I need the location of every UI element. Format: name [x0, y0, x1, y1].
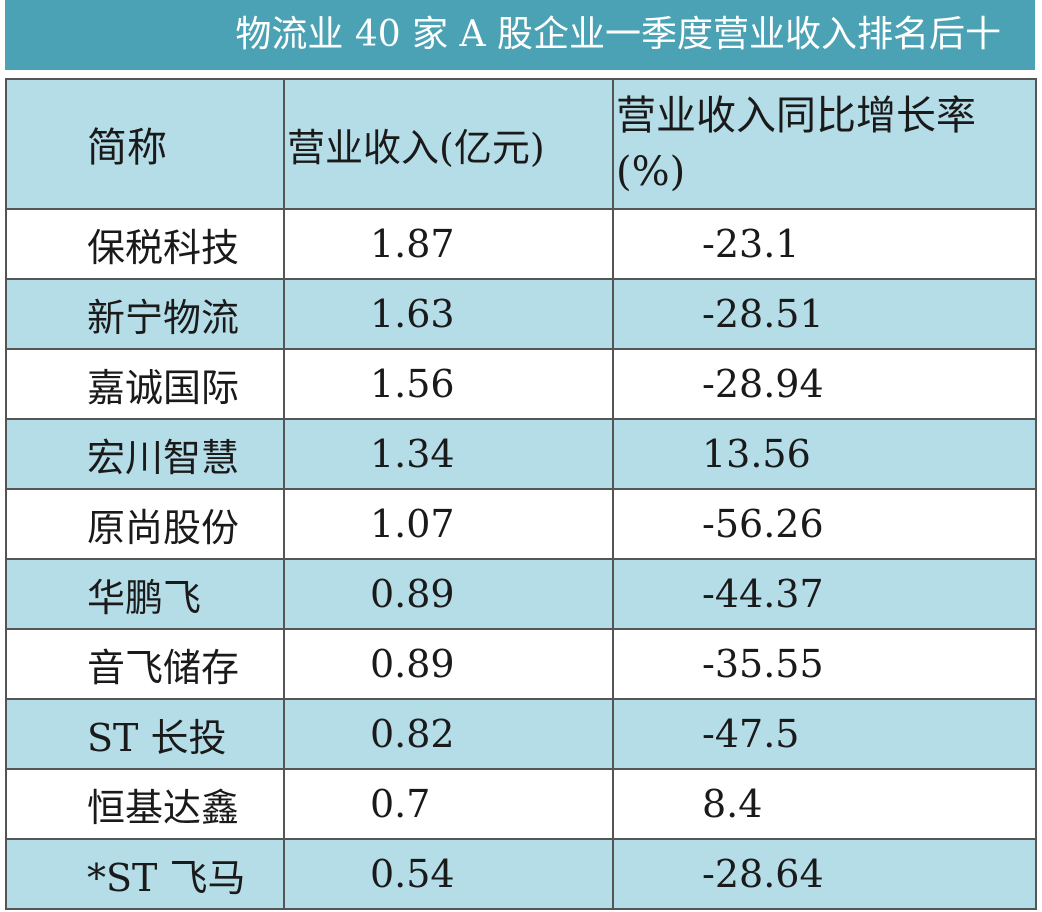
data-row: *ST 飞马 0.54 -28.64: [5, 838, 1037, 910]
data-row: 原尚股份 1.07 -56.26: [5, 488, 1037, 560]
data-row: ST 长投 0.82 -47.5: [5, 698, 1037, 770]
cell: -35.55: [612, 628, 1037, 700]
cell: 华鹏飞: [5, 558, 285, 630]
cell: 0.89: [283, 558, 614, 630]
cell: -28.64: [612, 838, 1037, 910]
header-text: 简称: [87, 125, 167, 171]
cell: 嘉诚国际: [5, 348, 285, 420]
cell: 0.7: [283, 768, 614, 840]
cell: 恒基达鑫: [5, 768, 285, 840]
cell: 13.56: [612, 418, 1037, 490]
table-title: 物流业 40 家 A 股企业一季度营业收入排名后十: [5, 0, 1035, 70]
cell: *ST 飞马: [5, 838, 285, 910]
cell: 8.4: [612, 768, 1037, 840]
header-cell: 营业收入(亿元): [283, 78, 614, 210]
cell: 1.34: [283, 418, 614, 490]
data-row: 宏川智慧 1.34 13.56: [5, 418, 1037, 490]
data-row: 恒基达鑫 0.7 8.4: [5, 768, 1037, 840]
header-text: 营业收入同比增长率(%): [616, 93, 976, 195]
cell: -56.26: [612, 488, 1037, 560]
cell: 1.63: [283, 278, 614, 350]
cell: -44.37: [612, 558, 1037, 630]
cell: 0.89: [283, 628, 614, 700]
cell: 宏川智慧: [5, 418, 285, 490]
cell: 1.87: [283, 208, 614, 280]
cell: 0.54: [283, 838, 614, 910]
cell: 新宁物流: [5, 278, 285, 350]
cell: -28.94: [612, 348, 1037, 420]
cell: 1.07: [283, 488, 614, 560]
data-row: 音飞储存 0.89 -35.55: [5, 628, 1037, 700]
cell: -28.51: [612, 278, 1037, 350]
table-body: 简称 营业收入(亿元) 营业收入同比增长率(%) 保税科技 1.87 -23.1 新宁物流 1…: [5, 78, 1037, 910]
cell: ST 长投: [5, 698, 285, 770]
header-cell: 营业收入同比增长率(%): [612, 78, 1037, 210]
cell: -47.5: [612, 698, 1037, 770]
ranking-table: 简称 营业收入(亿元) 营业收入同比增长率(%) 保税科技 1.87 -23.1 新宁物流 1…: [5, 78, 1037, 910]
data-row: 嘉诚国际 1.56 -28.94: [5, 348, 1037, 420]
header-text: 营业收入(亿元): [287, 125, 545, 170]
cell: -23.1: [612, 208, 1037, 280]
cell: 保税科技: [5, 208, 285, 280]
data-row: 保税科技 1.87 -23.1: [5, 208, 1037, 280]
data-row: 华鹏飞 0.89 -44.37: [5, 558, 1037, 630]
cell: 1.56: [283, 348, 614, 420]
header-cell: 简称: [5, 78, 285, 210]
cell: 音飞储存: [5, 628, 285, 700]
cell: 原尚股份: [5, 488, 285, 560]
cell: 0.82: [283, 698, 614, 770]
data-row: 新宁物流 1.63 -28.51: [5, 278, 1037, 350]
header-row: 简称 营业收入(亿元) 营业收入同比增长率(%): [5, 78, 1037, 210]
